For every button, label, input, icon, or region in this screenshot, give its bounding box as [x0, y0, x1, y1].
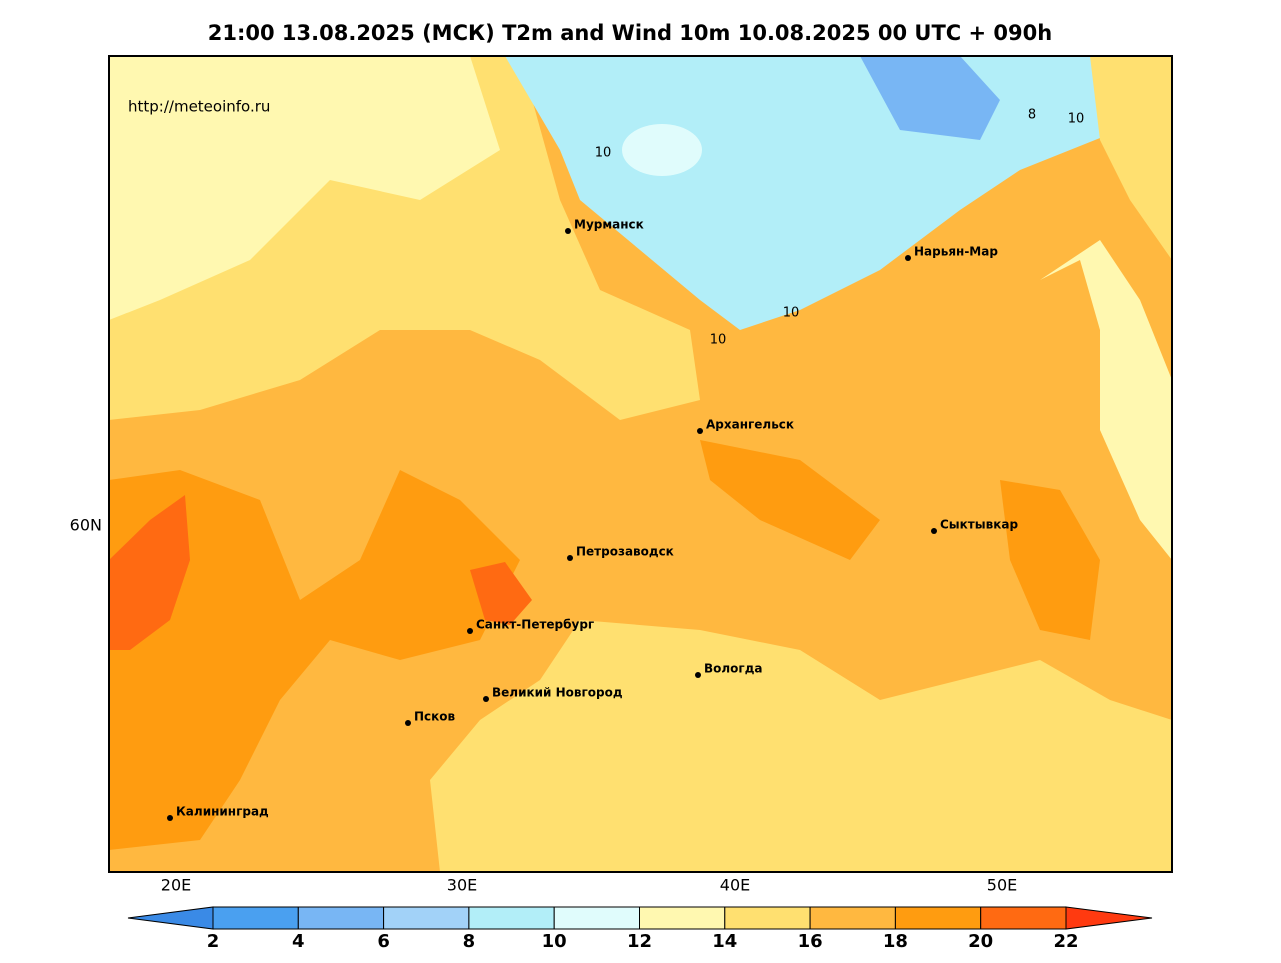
colorbar-extension-low	[127, 906, 214, 930]
city-label: Псков	[414, 710, 456, 724]
contour-label: 8	[1028, 108, 1036, 123]
city-label: Вологда	[704, 662, 762, 676]
colorbar-tick-label: 2	[207, 931, 220, 952]
longitude-label: 30E	[447, 876, 477, 895]
zone-20-22	[109, 495, 190, 650]
title: 21:00 13.08.2025 (МСК) T2m and Wind 10m …	[208, 21, 1052, 45]
city-dot	[567, 555, 573, 561]
city-label: Петрозаводск	[576, 545, 674, 559]
zone-20-22	[470, 562, 532, 625]
city-label: Архангельск	[706, 418, 794, 432]
colorbar-extension-high	[1065, 906, 1153, 930]
zone-14-16	[430, 620, 1172, 872]
colorbar-segment	[383, 906, 470, 930]
colorbar-segment	[297, 906, 385, 930]
colorbar-segment	[980, 906, 1067, 930]
zone-18-20	[1000, 480, 1100, 640]
colorbar-tick-label: 6	[377, 931, 390, 952]
city-dot	[405, 720, 411, 726]
longitude-label: 40E	[720, 876, 750, 895]
longitude-label: 20E	[161, 876, 191, 895]
city-dot	[565, 228, 571, 234]
colorbar-segment	[212, 906, 299, 930]
contour-label: 10	[1068, 112, 1085, 127]
colorbar-tick-label: 20	[968, 931, 993, 952]
colorbar-tick-label: 14	[712, 931, 737, 952]
colorbar-segment	[639, 906, 726, 930]
city-label: Сыктывкар	[940, 518, 1018, 532]
zone-12-14	[1040, 240, 1172, 560]
latitude-label: 60N	[70, 516, 102, 535]
longitude-label: 50E	[987, 876, 1017, 895]
colorbar-segment	[894, 906, 982, 930]
zone-12	[622, 124, 702, 176]
contour-label: 10	[595, 146, 612, 161]
city-label: Калининград	[176, 805, 269, 819]
contour-label: 10	[783, 306, 800, 321]
city-dot	[695, 672, 701, 678]
city-label: Мурманск	[574, 218, 644, 232]
zone-12-14	[109, 56, 500, 320]
colorbar-tick-label: 18	[883, 931, 908, 952]
zone-18-20	[700, 440, 880, 560]
city-label: Санкт-Петербург	[476, 618, 594, 632]
colorbar-tick-label: 22	[1053, 931, 1078, 952]
city-dot	[483, 696, 489, 702]
colorbar-tick-label: 4	[292, 931, 305, 952]
city-dot	[905, 255, 911, 261]
city-dot	[697, 428, 703, 434]
colorbar-tick-label: 16	[798, 931, 823, 952]
zone-6-8	[860, 56, 1000, 140]
city-dot	[931, 528, 937, 534]
colorbar-segment	[724, 906, 811, 930]
colorbar-segment	[809, 906, 896, 930]
city-dot	[467, 628, 473, 634]
zone-14-16	[1090, 56, 1172, 260]
contour-label: 10	[710, 333, 727, 348]
city-label: Великий Новгород	[492, 686, 623, 700]
colorbar-tick-label: 8	[463, 931, 476, 952]
watermark: http://meteoinfo.ru	[128, 98, 270, 116]
colorbar-segment	[553, 906, 641, 930]
city-dot	[167, 815, 173, 821]
city-label: Нарьян-Мар	[914, 245, 998, 259]
colorbar-tick-label: 10	[542, 931, 567, 952]
colorbar-segment	[468, 906, 555, 930]
map-frame	[108, 55, 1173, 873]
colorbar-tick-label: 12	[627, 931, 652, 952]
map: http://meteoinfo.ru	[108, 55, 1173, 873]
zone-18-20	[109, 470, 520, 850]
